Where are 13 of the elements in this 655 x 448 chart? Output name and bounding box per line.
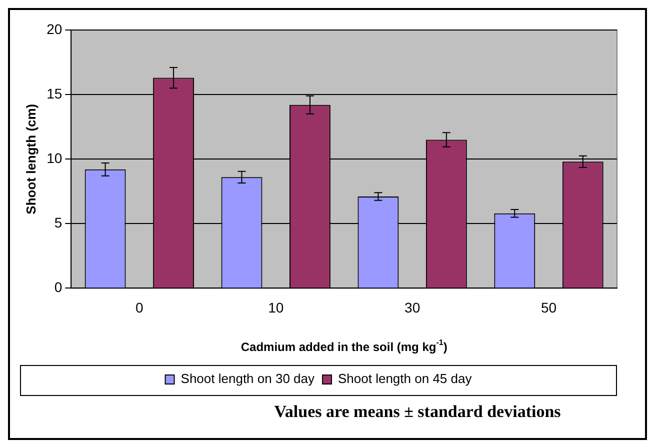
x-tick-label: 50 [540, 299, 557, 316]
y-axis-title: Shoot length (cm) [23, 104, 38, 214]
y-tick-label: 10 [46, 150, 62, 166]
text: Values are means ± standard deviations [273, 402, 562, 422]
y-tick-label: 15 [46, 85, 62, 102]
y-tick-label: 5 [54, 214, 62, 231]
legend-label: Shoot length on 30 day [180, 371, 315, 386]
y-tick-label: 0 [54, 279, 62, 296]
y-tick-label: 20 [46, 20, 62, 37]
legend-label: Shoot length on 45 day [338, 371, 472, 386]
x-tick-label: 30 [404, 299, 420, 316]
x-tick-label: 0 [136, 299, 144, 316]
x-tick-label: 10 [268, 299, 284, 316]
